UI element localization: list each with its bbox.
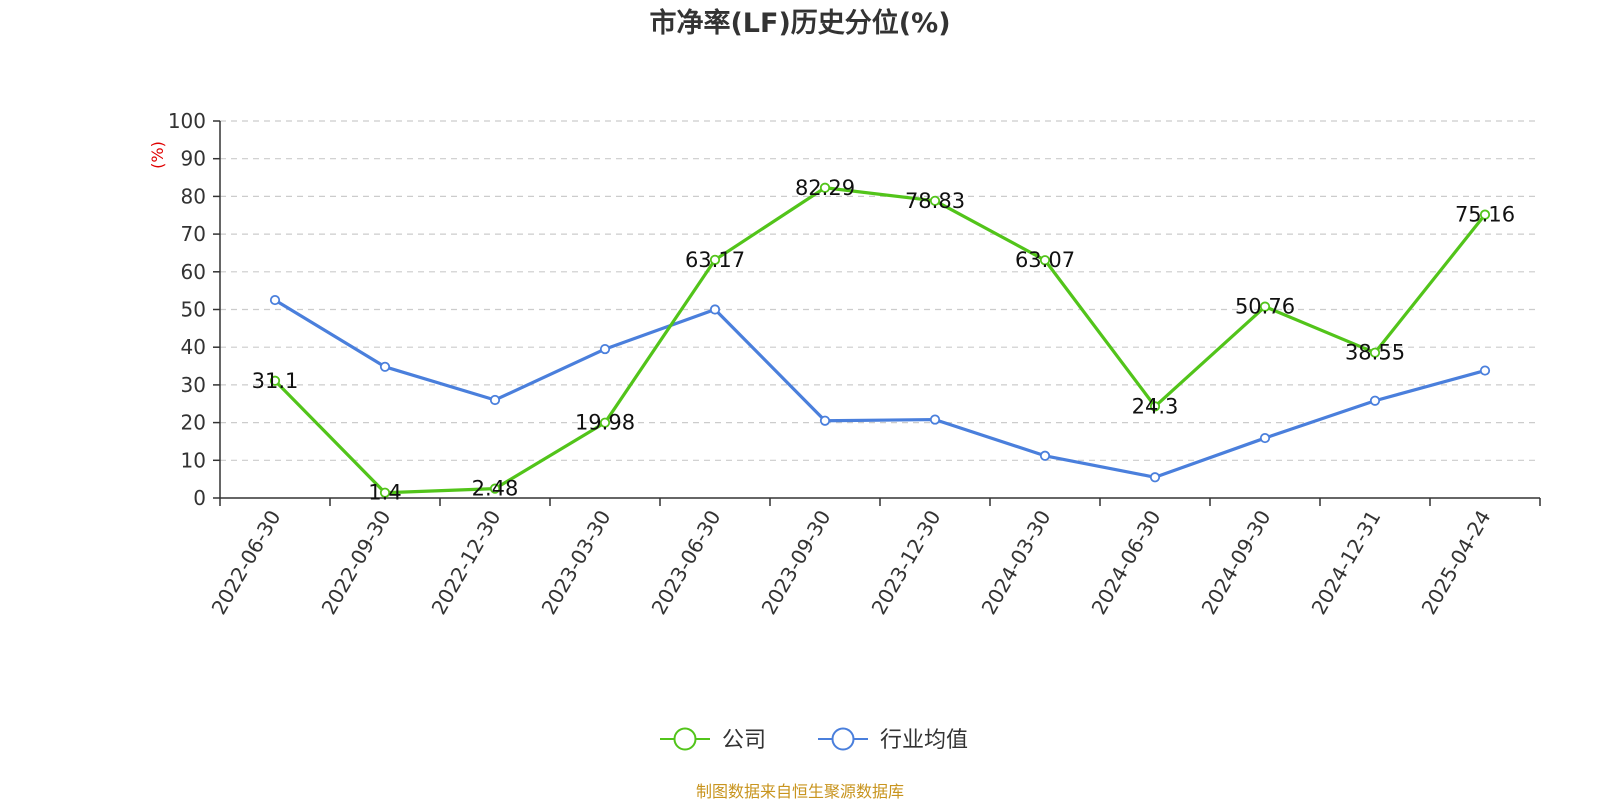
data-point[interactable] [929, 414, 941, 425]
legend-label: 公司 [722, 728, 766, 753]
y-tick-label: 20 [181, 411, 206, 435]
x-tick-label: 2023-03-30 [536, 506, 615, 619]
y-tick-label: 70 [181, 222, 206, 246]
y-tick-label: 80 [181, 184, 206, 208]
data-label: 63.17 [685, 248, 745, 272]
series-line-1 [274, 298, 1486, 479]
y-tick-label: 40 [181, 335, 206, 359]
data-point[interactable] [1149, 472, 1161, 483]
data-label: 2.48 [472, 477, 519, 501]
y-tick-label: 30 [181, 373, 206, 397]
data-point[interactable] [1369, 395, 1381, 406]
data-point[interactable] [1479, 209, 1491, 220]
data-point[interactable] [819, 415, 831, 426]
data-point[interactable] [1039, 255, 1051, 266]
data-point[interactable] [929, 195, 941, 206]
source-note: 制图数据来自恒生聚源数据库 [696, 782, 904, 800]
x-tick-label: 2024-06-30 [1086, 506, 1165, 619]
y-tick-label: 0 [193, 486, 206, 510]
x-tick-label: 2022-06-30 [206, 506, 285, 619]
data-point[interactable] [1259, 301, 1271, 312]
x-tick-label: 2024-09-30 [1196, 506, 1275, 619]
x-tick-label: 2022-12-30 [426, 506, 505, 619]
legend[interactable]: 公司 行业均值 [660, 727, 968, 753]
data-label: 31.1 [252, 369, 299, 393]
legend-label: 行业均值 [880, 728, 968, 753]
legend-item-1[interactable]: 行业均值 [818, 727, 968, 753]
y-axis-unit: (%) [148, 141, 167, 169]
data-point[interactable] [1149, 401, 1161, 412]
data-point[interactable] [599, 343, 611, 355]
data-label: 63.07 [1015, 248, 1075, 272]
grid-lines [220, 120, 1540, 461]
x-tick-label: 2023-12-30 [866, 506, 945, 619]
series-line-0 [273, 186, 1487, 495]
series-layer [269, 182, 1491, 498]
chart-title: 市净率(LF)历史分位(%) [649, 7, 950, 39]
data-point[interactable] [819, 182, 831, 193]
data-point[interactable] [1369, 347, 1381, 358]
x-tick-label: 2024-12-31 [1306, 506, 1385, 619]
y-tick-label: 60 [181, 260, 206, 284]
data-point[interactable] [1259, 432, 1271, 444]
data-label: 24.3 [1132, 394, 1179, 418]
data-label: 78.83 [905, 189, 965, 213]
data-point[interactable] [1479, 365, 1491, 376]
data-point[interactable] [709, 254, 721, 265]
data-labels: 31.1 1.4 2.48 19.98 63.17 82.29 78.83 63.07 24.3… [252, 176, 1515, 505]
data-point[interactable] [599, 417, 611, 428]
data-point[interactable] [489, 394, 501, 406]
data-point[interactable] [489, 483, 501, 494]
y-tick-label: 90 [181, 147, 206, 171]
data-label: 1.4 [368, 481, 401, 505]
data-point[interactable] [379, 487, 391, 498]
y-tick-label: 50 [181, 298, 206, 322]
data-label: 82.29 [795, 176, 855, 200]
y-tick-label: 10 [181, 448, 206, 472]
data-point[interactable] [709, 304, 721, 315]
x-tick-label: 2023-09-30 [756, 506, 835, 619]
data-point[interactable] [269, 375, 281, 386]
x-tick-label: 2023-06-30 [646, 506, 725, 619]
data-label: 75.16 [1455, 203, 1515, 227]
legend-marker [673, 727, 697, 751]
y-tick-label: 100 [168, 109, 206, 133]
data-point[interactable] [269, 294, 281, 306]
x-tick-label: 2024-03-30 [976, 506, 1055, 619]
data-label: 50.76 [1235, 295, 1295, 319]
x-tick-label: 2025-04-24 [1416, 506, 1495, 619]
legend-item-0[interactable]: 公司 [660, 727, 766, 753]
data-point[interactable] [379, 361, 391, 372]
data-label: 38.55 [1345, 341, 1405, 365]
data-label: 19.98 [575, 411, 635, 435]
legend-marker [831, 727, 855, 751]
data-point[interactable] [1039, 450, 1051, 461]
x-tick-label: 2022-09-30 [316, 506, 395, 619]
